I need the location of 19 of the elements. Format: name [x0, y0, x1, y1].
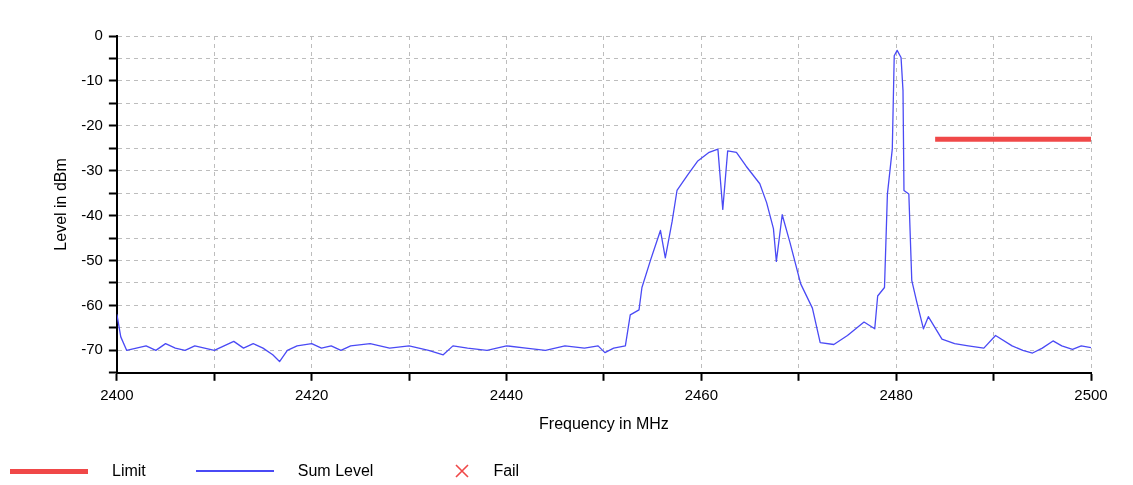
- y-tick-label: 0: [94, 26, 103, 44]
- x-tick-label: 2400: [100, 385, 134, 403]
- y-tick-label: -40: [81, 205, 103, 223]
- legend-label: Sum Level: [297, 462, 374, 480]
- x-tick-label: 2460: [684, 385, 719, 403]
- x-tick-label: 2420: [295, 385, 329, 403]
- y-tick-label: -60: [81, 295, 103, 313]
- legend-label: Limit: [112, 462, 146, 480]
- x-axis-title: Frequency in MHz: [539, 414, 669, 432]
- legend-label: Fail: [493, 462, 520, 480]
- y-tick-label: -70: [81, 340, 103, 358]
- x-tick-label: 2480: [879, 385, 913, 403]
- y-axis-title: Level in dBm: [52, 158, 70, 251]
- x-tick-label: 2500: [1074, 385, 1108, 403]
- x-tick-label: 2440: [489, 385, 524, 403]
- y-tick-label: -10: [81, 71, 103, 89]
- y-tick-label: -50: [81, 250, 103, 268]
- y-tick-label: -20: [81, 115, 103, 133]
- y-tick-label: -30: [81, 160, 103, 178]
